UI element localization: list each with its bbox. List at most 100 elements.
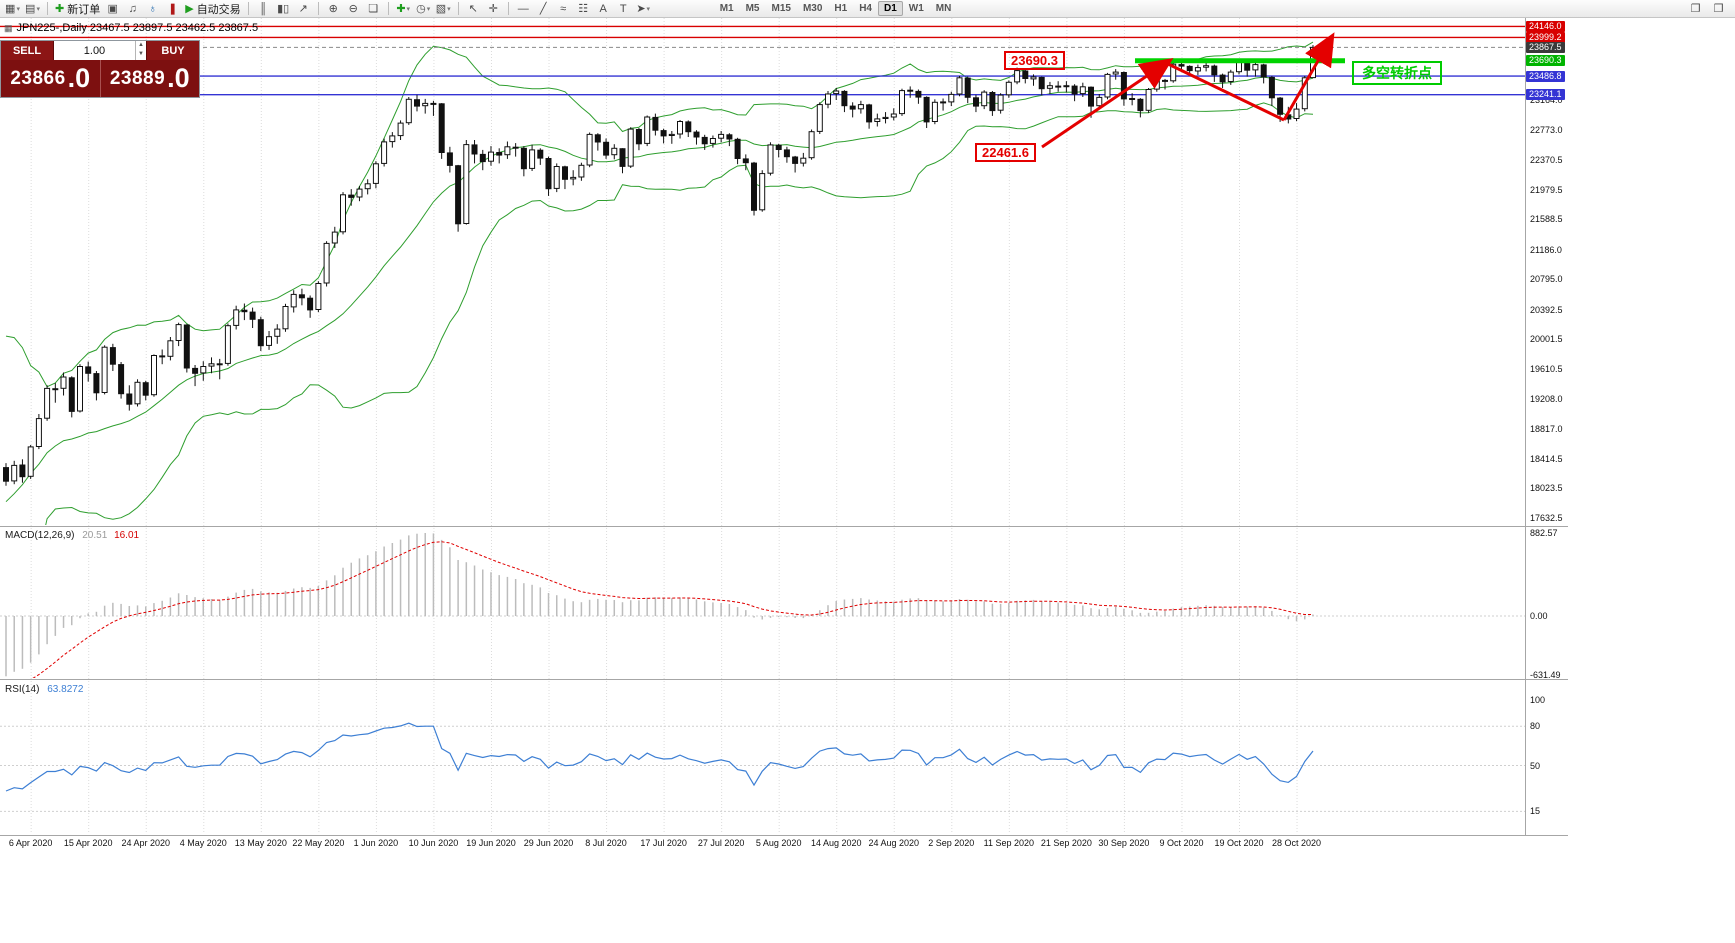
autotrading-button: ▶ xyxy=(185,2,194,15)
candle-body xyxy=(1252,64,1259,71)
candle-body xyxy=(537,149,544,159)
main-price-panel[interactable] xyxy=(0,25,1525,667)
timeframe-d1[interactable]: D1 xyxy=(878,1,903,16)
rsi-axis-tick: 80 xyxy=(1530,721,1541,732)
chevron-down-icon: ▾ xyxy=(406,5,411,13)
candle-body xyxy=(1162,79,1168,82)
candle-body xyxy=(1038,76,1045,90)
trend-arrow-2[interactable] xyxy=(1282,32,1335,121)
timeframe-m15[interactable]: M15 xyxy=(771,3,791,14)
channel-button[interactable]: ≈ xyxy=(554,1,573,17)
resistance-price-annotation[interactable]: 23690.3 xyxy=(1004,51,1065,70)
horizontal-line-button[interactable]: — xyxy=(514,1,533,17)
price-axis-tick: 19208.0 xyxy=(1530,394,1563,405)
candle-body xyxy=(759,173,766,211)
timeframe-m5[interactable]: M5 xyxy=(745,3,760,14)
profiles-button[interactable]: ▤ ▾ xyxy=(23,1,42,17)
help-icon[interactable]: ❒ xyxy=(1713,3,1724,15)
candle-body xyxy=(372,163,379,184)
macd-panel[interactable] xyxy=(0,533,1525,692)
zoom-in-button[interactable]: ⊕ xyxy=(324,1,343,17)
trendline-button[interactable]: ╱ xyxy=(534,1,553,17)
periods-icon: ◷ xyxy=(416,2,426,15)
turning-point-annotation[interactable]: 多空转折点 xyxy=(1352,61,1442,85)
journal-button[interactable]: ❚ xyxy=(163,1,182,17)
candle-body xyxy=(627,128,634,167)
candle-body xyxy=(224,325,231,364)
timeframe-m1[interactable]: M1 xyxy=(719,3,734,14)
macd-main-value: 20.51 xyxy=(82,530,108,541)
text-tool-button[interactable]: A xyxy=(594,1,613,17)
label-tool-button[interactable]: T xyxy=(614,1,633,17)
candle-body xyxy=(652,116,659,131)
volume-down-icon[interactable]: ▼ xyxy=(138,51,144,57)
line-chart-mode-button[interactable]: ↗ xyxy=(294,1,313,17)
candle-body xyxy=(471,144,478,155)
rsi-panel[interactable] xyxy=(0,722,1525,812)
market-watch-button[interactable]: ▣ xyxy=(103,1,122,17)
timeframe-mn[interactable]: MN xyxy=(935,3,952,14)
price-axis-tick: 23164.0 xyxy=(1530,95,1563,106)
candle-body xyxy=(430,102,437,105)
buy-price[interactable]: 23889 .0 xyxy=(101,60,200,97)
candle-body xyxy=(964,77,971,98)
fibonacci-icon: ☷ xyxy=(578,2,589,15)
indicators-icon: ✚ xyxy=(396,2,406,15)
candle-body xyxy=(60,376,67,389)
fibonacci-button[interactable]: ☷ xyxy=(574,1,593,17)
trend-arrow-0[interactable] xyxy=(1041,57,1174,149)
candle-body xyxy=(422,102,429,107)
candle-body xyxy=(1186,65,1193,72)
candle-body xyxy=(783,149,790,158)
timeframe-w1[interactable]: W1 xyxy=(908,3,924,14)
volume-up-icon[interactable]: ▲ xyxy=(138,42,144,48)
price-axis[interactable]: 23164.0 22773.0 22370.5 21979.5 21588.5 21186… xyxy=(1526,0,1572,850)
templates-button[interactable]: ▧ ▾ xyxy=(434,1,453,17)
price-axis-tick: 20392.5 xyxy=(1530,304,1563,315)
rsi-value: 63.8272 xyxy=(47,684,84,695)
indicators-button[interactable]: ✚ ▾ xyxy=(394,1,413,17)
timeframe-m30[interactable]: M30 xyxy=(802,3,823,14)
bar-chart-mode-icon: ║ xyxy=(259,2,268,15)
candle-body xyxy=(1178,64,1185,67)
sounds-button[interactable]: ♫ xyxy=(123,1,142,17)
price-axis-tick: 21588.5 xyxy=(1530,214,1563,225)
zoom-out-button[interactable]: ⊖ xyxy=(344,1,363,17)
buy-button[interactable]: BUY xyxy=(146,41,199,60)
candle-body xyxy=(93,373,100,394)
sep5 xyxy=(457,2,459,15)
arrange-windows-icon[interactable]: ❐ xyxy=(1690,3,1701,15)
candle-body xyxy=(1260,64,1267,78)
web-button[interactable]: ♁ xyxy=(143,1,162,17)
arrows-tool-button[interactable]: ➤ ▾ xyxy=(634,1,653,17)
candle-body xyxy=(800,157,807,164)
date-label: 5 Aug 2020 xyxy=(755,838,802,848)
time-axis[interactable]: 6 Apr 2020 15 Apr 2020 24 Apr 2020 4 May 20… xyxy=(0,838,1568,850)
sell-price[interactable]: 23866 .0 xyxy=(1,60,101,97)
macd-axis-tick: 882.57 xyxy=(1530,528,1558,538)
periods-button[interactable]: ◷ ▾ xyxy=(414,1,433,17)
timeframe-h1[interactable]: H1 xyxy=(834,3,848,14)
timeframe-h4[interactable]: H4 xyxy=(859,3,872,14)
candle-body xyxy=(857,104,864,110)
candle-body xyxy=(151,355,157,396)
new-chart-button[interactable]: ▦ ▾ xyxy=(3,1,22,17)
candle-body xyxy=(529,149,536,169)
tile-windows-button[interactable]: ❏ xyxy=(364,1,383,17)
date-label: 24 Aug 2020 xyxy=(868,838,920,848)
sell-button[interactable]: SELL xyxy=(1,41,54,60)
candle-chart-mode-button[interactable]: ▮▯ xyxy=(274,1,293,17)
crosshair-button[interactable]: ✛ xyxy=(484,1,503,17)
volume-stepper[interactable]: ▲ ▼ xyxy=(134,41,146,60)
trend-arrow-1[interactable] xyxy=(1165,61,1285,122)
support-price-annotation[interactable]: 22461.6 xyxy=(975,143,1036,162)
cursor-button[interactable]: ↖ xyxy=(464,1,483,17)
autotrading-button[interactable]: ▶ 自动交易 xyxy=(183,1,242,17)
new-order-button[interactable]: ✚ 新订单 xyxy=(53,1,102,17)
macd-name: MACD(12,26,9) xyxy=(5,530,75,541)
volume-input[interactable] xyxy=(54,41,135,60)
candle-body xyxy=(1112,71,1119,75)
bar-chart-mode-button[interactable]: ║ xyxy=(254,1,273,17)
date-label: 27 Jul 2020 xyxy=(697,838,745,848)
